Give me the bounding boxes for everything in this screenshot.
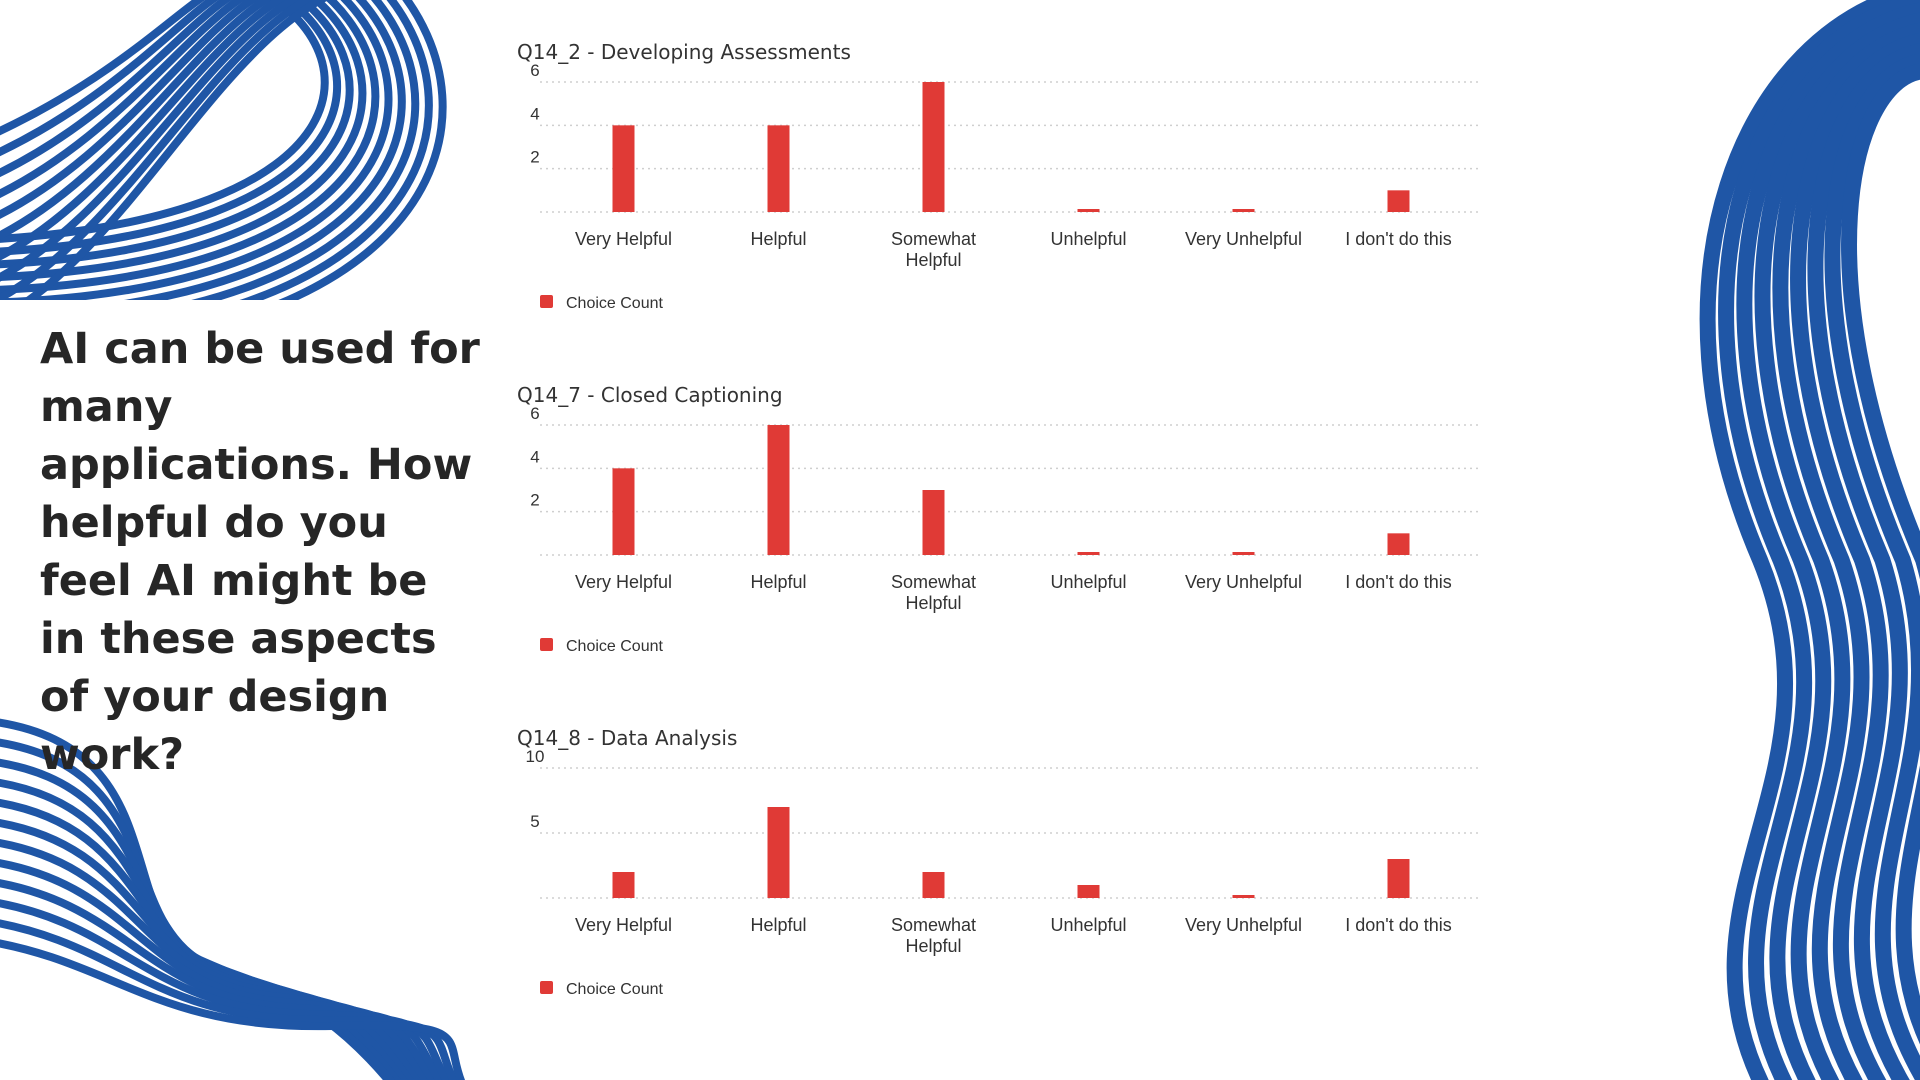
x-tick-label: Somewhat Helpful [891,572,976,613]
chart-developing-assessments: 2 4 6 Very Helpful Helpful Somewhat Helpful Unh… [510,30,1490,350]
bar [922,490,945,555]
wave-stripe [1841,63,1920,1045]
wave-stripe [1718,0,1920,1080]
wave-stripe [22,0,447,300]
legend-swatch [540,638,553,651]
chart-title: Q14_7 - Closed Captioning [517,383,783,407]
wave-stripe [0,879,444,1080]
wave-stripe [1807,43,1920,1080]
chart-data-analysis: 5 10 Very Helpful Helpful Somewhat Helpful Unh… [510,716,1490,1036]
x-tick-label: Very Helpful [575,229,672,249]
wave-stripe [1824,53,1920,1080]
wave-stripe [0,919,458,1080]
bar [922,872,945,898]
x-tick-label: Very Helpful [575,915,672,935]
wave-stripe [0,0,367,281]
bar [1232,895,1255,898]
x-tick-label: Unhelpful [1050,915,1126,935]
bar [767,125,790,212]
x-tick-label: Very Unhelpful [1185,229,1302,249]
legend-label: Choice Count [566,981,664,998]
wave-decoration-right [1699,0,1920,1080]
wave-stripe [0,939,466,1080]
legend-swatch [540,981,553,994]
bar [767,425,790,555]
y-tick-label: 4 [530,104,539,123]
x-tick-label: Helpful [750,229,806,249]
x-tick-label: Very Unhelpful [1185,915,1302,935]
bar [1077,885,1100,898]
y-tick-label: 6 [530,61,539,80]
x-tick-label: I don't do this [1345,572,1452,592]
chart-1-svg: 2 4 6 Very Helpful Helpful Somewhat Helpful Unh… [530,404,1480,655]
bar [1077,552,1100,555]
bar [922,82,945,212]
wave-stripe [0,0,406,300]
bar [1387,190,1410,212]
bar [1387,859,1410,898]
x-tick-label: Helpful [750,915,806,935]
x-tick-label: Unhelpful [1050,229,1126,249]
bar [612,468,635,555]
chart-title: Q14_8 - Data Analysis [517,726,738,750]
y-tick-label: 2 [530,491,539,510]
question-text: AI can be used for many applications. Ho… [40,324,480,780]
x-tick-label: Very Unhelpful [1185,572,1302,592]
wave-stripe [0,0,420,300]
bar [1232,552,1255,555]
chart-closed-captioning: 2 4 6 Very Helpful Helpful Somewhat Helpful Unh… [510,373,1490,693]
wave-stripe [0,839,431,1080]
wave-stripe [0,0,342,256]
x-tick-label: Helpful [750,572,806,592]
legend-swatch [540,295,553,308]
legend-label: Choice Count [566,638,664,655]
wave-stripe [1736,2,1920,1080]
bar [767,807,790,898]
chart-title: Q14_2 - Developing Assessments [517,40,851,64]
x-tick-label: I don't do this [1345,229,1452,249]
chart-0-svg: 2 4 6 Very Helpful Helpful Somewhat Helpful Unh… [530,61,1480,312]
legend-label: Choice Count [566,295,664,312]
wave-stripe [1699,0,1914,1080]
wave-stripe [0,0,354,269]
y-tick-label: 10 [526,747,545,766]
x-tick-label: Somewhat Helpful [891,915,976,956]
wave-stripe [0,0,393,300]
chart-2-svg: 5 10 Very Helpful Helpful Somewhat Helpful Unh… [526,747,1480,998]
x-tick-label: Very Helpful [575,572,672,592]
wave-stripe [1754,12,1920,1080]
x-tick-label: Somewhat Helpful [891,229,976,270]
wave-stripe [1790,33,1920,1080]
wave-stripe [0,0,380,294]
wave-stripe [1772,22,1920,1080]
wave-stripe [0,0,433,300]
y-tick-label: 2 [530,148,539,167]
bar [1387,533,1410,555]
bar [612,125,635,212]
wave-stripe [0,859,438,1080]
bar [1077,209,1100,212]
bar [1232,209,1255,212]
bar [612,872,635,898]
wave-decoration-bottom-left [0,718,466,1080]
x-tick-label: I don't do this [1345,915,1452,935]
wave-stripe [0,899,451,1080]
x-tick-label: Unhelpful [1050,572,1126,592]
y-tick-label: 5 [530,812,539,831]
y-tick-label: 4 [530,447,539,466]
wave-decoration-top-left [0,0,447,300]
y-tick-label: 6 [530,404,539,423]
